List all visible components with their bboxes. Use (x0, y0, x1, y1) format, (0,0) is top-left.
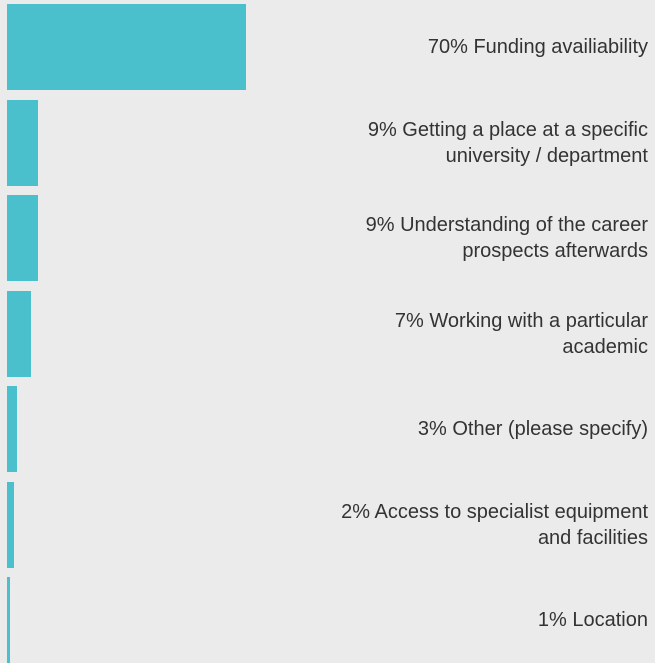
category-label: Understanding of the career prospects af… (400, 214, 648, 262)
bar (7, 481, 14, 568)
value-label: 1% (537, 609, 567, 631)
category-label: Getting a place at a specific university… (402, 118, 648, 167)
bar-label: 1% Location (318, 577, 648, 663)
bar (7, 386, 18, 472)
bar (7, 577, 11, 663)
label-text: 1% Location (538, 607, 648, 633)
bar (7, 99, 38, 186)
label-text: 2% Access to specialist equipment and fa… (318, 499, 648, 551)
bar-label: 2% Access to specialist equipment and fa… (318, 482, 648, 568)
label-text: 3% Other (please specify) (418, 416, 648, 442)
bar-label: 70% Funding availiability (318, 4, 648, 90)
category-label: Funding availiability (473, 36, 648, 58)
label-text: 70% Funding availiability (428, 34, 648, 60)
category-label: Other (please specify) (452, 418, 648, 440)
bar (7, 4, 246, 90)
bar-label: 9% Understanding of the career prospects… (318, 195, 648, 281)
value-label: 9% (367, 118, 397, 141)
category-label: Access to specialist equipment and facil… (374, 500, 648, 549)
label-text: 9% Getting a place at a specific univers… (318, 117, 648, 169)
category-label: Working with a particular academic (429, 309, 648, 358)
bar (7, 195, 38, 281)
bar-label: 3% Other (please specify) (318, 386, 648, 472)
bar-label: 9% Getting a place at a specific univers… (318, 100, 648, 186)
value-label: 7% (394, 309, 424, 332)
value-label: 9% (365, 214, 395, 236)
label-text: 9% Understanding of the career prospects… (318, 212, 648, 264)
value-label: 70% (427, 36, 468, 58)
category-label: Location (572, 609, 648, 631)
bar (7, 290, 31, 377)
value-label: 2% (341, 500, 371, 523)
value-label: 3% (417, 418, 447, 440)
bar-label: 7% Working with a particular academic (318, 291, 648, 377)
label-text: 7% Working with a particular academic (318, 308, 648, 360)
